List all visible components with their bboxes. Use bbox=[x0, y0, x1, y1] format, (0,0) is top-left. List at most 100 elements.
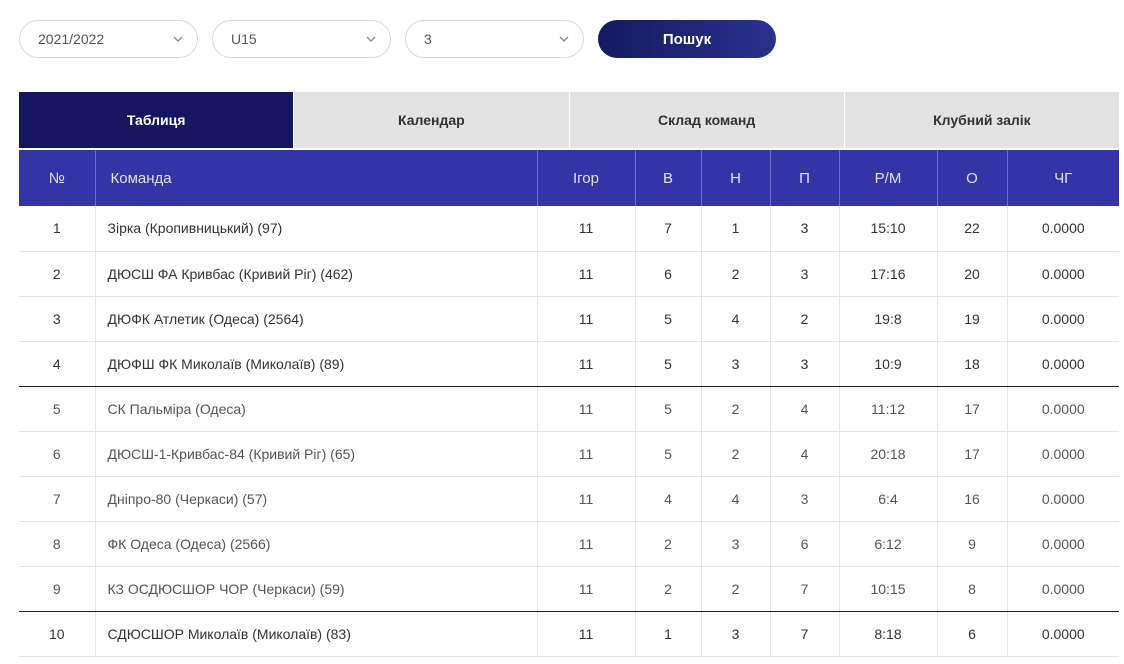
cell-losses: 3 bbox=[770, 341, 840, 387]
cell-games: 11 bbox=[537, 296, 636, 342]
col-header-games[interactable]: Ігор bbox=[537, 150, 636, 206]
table-row: 4 ДЮФШ ФК Миколаїв (Миколаїв) (89) 11 5 3 3 10… bbox=[19, 341, 1119, 387]
search-button[interactable]: Пошук bbox=[598, 20, 776, 58]
cell-team[interactable]: Дніпро-80 (Черкаси) (57) bbox=[95, 476, 538, 522]
cell-points: 16 bbox=[937, 476, 1008, 522]
cell-draws: 3 bbox=[701, 521, 771, 567]
cell-points: 19 bbox=[937, 296, 1008, 342]
table-row: 1 Зірка (Кропивницький) (97) 11 7 1 3 15:10 22 0… bbox=[19, 206, 1119, 252]
cell-wins: 1 bbox=[635, 611, 702, 657]
cell-ratio: 0.0000 bbox=[1007, 476, 1119, 522]
cell-ratio: 0.0000 bbox=[1007, 251, 1119, 297]
col-header-losses[interactable]: П bbox=[770, 150, 840, 206]
standings-table: № Команда Ігор В Н П Р/М О ЧГ 1 Зірка (Кр… bbox=[19, 150, 1119, 657]
cell-position: 4 bbox=[19, 341, 96, 387]
cell-team[interactable]: Зірка (Кропивницький) (97) bbox=[95, 206, 538, 252]
col-header-wins[interactable]: В bbox=[635, 150, 702, 206]
table-row: 9 КЗ ОСДЮСШОР ЧОР (Черкаси) (59) 11 2 2 7 10:1… bbox=[19, 566, 1119, 612]
cell-goals: 10:9 bbox=[839, 341, 938, 387]
cell-team[interactable]: ДЮСШ-1-Кривбас-84 (Кривий Ріг) (65) bbox=[95, 431, 538, 477]
cell-points: 8 bbox=[937, 566, 1008, 612]
col-header-ratio[interactable]: ЧГ bbox=[1007, 150, 1119, 206]
cell-games: 11 bbox=[537, 431, 636, 477]
season-select-value: 2021/2022 bbox=[38, 31, 105, 47]
cell-wins: 7 bbox=[635, 206, 702, 252]
cell-wins: 5 bbox=[635, 431, 702, 477]
chevron-down-icon bbox=[171, 32, 185, 46]
cell-games: 11 bbox=[537, 206, 636, 252]
cell-position: 10 bbox=[19, 611, 96, 657]
cell-goals: 11:12 bbox=[839, 386, 938, 432]
col-header-team[interactable]: Команда bbox=[95, 150, 538, 206]
tabs-bar: Таблиця Календар Склад команд Клубний за… bbox=[19, 92, 1119, 148]
cell-ratio: 0.0000 bbox=[1007, 566, 1119, 612]
cell-losses: 3 bbox=[770, 206, 840, 252]
cell-draws: 3 bbox=[701, 611, 771, 657]
cell-position: 9 bbox=[19, 566, 96, 612]
tab-table[interactable]: Таблиця bbox=[19, 92, 294, 148]
cell-ratio: 0.0000 bbox=[1007, 341, 1119, 387]
table-row: 2 ДЮСШ ФА Кривбас (Кривий Ріг) (462) 11 6 2 3… bbox=[19, 251, 1119, 297]
age-group-select-value: U15 bbox=[231, 31, 257, 47]
group-select[interactable]: 3 bbox=[405, 20, 584, 58]
table-body: 1 Зірка (Кропивницький) (97) 11 7 1 3 15:10 22 0… bbox=[19, 206, 1119, 657]
cell-team[interactable]: КЗ ОСДЮСШОР ЧОР (Черкаси) (59) bbox=[95, 566, 538, 612]
table-row: 3 ДЮФК Атлетик (Одеса) (2564) 11 5 4 2 19:8 19 0… bbox=[19, 296, 1119, 342]
cell-team[interactable]: ФК Одеса (Одеса) (2566) bbox=[95, 521, 538, 567]
col-header-goals[interactable]: Р/М bbox=[839, 150, 938, 206]
cell-position: 8 bbox=[19, 521, 96, 567]
cell-points: 9 bbox=[937, 521, 1008, 567]
cell-goals: 17:16 bbox=[839, 251, 938, 297]
tab-team-rosters[interactable]: Склад команд bbox=[568, 92, 844, 148]
cell-points: 17 bbox=[937, 431, 1008, 477]
cell-losses: 3 bbox=[770, 476, 840, 522]
cell-ratio: 0.0000 bbox=[1007, 521, 1119, 567]
season-select[interactable]: 2021/2022 bbox=[19, 20, 198, 58]
cell-losses: 4 bbox=[770, 431, 840, 477]
cell-team[interactable]: СК Пальміра (Одеса) bbox=[95, 386, 538, 432]
age-group-select[interactable]: U15 bbox=[212, 20, 391, 58]
cell-losses: 2 bbox=[770, 296, 840, 342]
cell-position: 7 bbox=[19, 476, 96, 522]
cell-position: 3 bbox=[19, 296, 96, 342]
tab-calendar[interactable]: Календар bbox=[293, 92, 569, 148]
col-header-number[interactable]: № bbox=[19, 150, 96, 206]
cell-goals: 19:8 bbox=[839, 296, 938, 342]
table-header-row: № Команда Ігор В Н П Р/М О ЧГ bbox=[19, 150, 1119, 206]
cell-goals: 15:10 bbox=[839, 206, 938, 252]
cell-position: 2 bbox=[19, 251, 96, 297]
col-header-points[interactable]: О bbox=[937, 150, 1008, 206]
cell-position: 6 bbox=[19, 431, 96, 477]
cell-ratio: 0.0000 bbox=[1007, 206, 1119, 252]
cell-team[interactable]: ДЮФК Атлетик (Одеса) (2564) bbox=[95, 296, 538, 342]
cell-games: 11 bbox=[537, 611, 636, 657]
cell-draws: 2 bbox=[701, 431, 771, 477]
cell-games: 11 bbox=[537, 341, 636, 387]
cell-wins: 5 bbox=[635, 296, 702, 342]
tab-club-standings[interactable]: Клубний залік bbox=[843, 92, 1119, 148]
cell-goals: 6:12 bbox=[839, 521, 938, 567]
cell-wins: 2 bbox=[635, 566, 702, 612]
cell-ratio: 0.0000 bbox=[1007, 386, 1119, 432]
cell-goals: 6:4 bbox=[839, 476, 938, 522]
cell-draws: 1 bbox=[701, 206, 771, 252]
group-select-value: 3 bbox=[424, 31, 432, 47]
table-row: 8 ФК Одеса (Одеса) (2566) 11 2 3 6 6:12 9 0.0000 bbox=[19, 521, 1119, 567]
cell-ratio: 0.0000 bbox=[1007, 611, 1119, 657]
cell-draws: 2 bbox=[701, 566, 771, 612]
cell-wins: 6 bbox=[635, 251, 702, 297]
cell-points: 6 bbox=[937, 611, 1008, 657]
table-row: 10 СДЮСШОР Миколаїв (Миколаїв) (83) 11 1 3 7 8… bbox=[19, 611, 1119, 657]
cell-games: 11 bbox=[537, 386, 636, 432]
table-row: 5 СК Пальміра (Одеса) 11 5 2 4 11:12 17 0.0000 bbox=[19, 386, 1119, 432]
cell-team[interactable]: СДЮСШОР Миколаїв (Миколаїв) (83) bbox=[95, 611, 538, 657]
col-header-draws[interactable]: Н bbox=[701, 150, 771, 206]
cell-goals: 20:18 bbox=[839, 431, 938, 477]
cell-games: 11 bbox=[537, 566, 636, 612]
cell-draws: 2 bbox=[701, 251, 771, 297]
cell-wins: 5 bbox=[635, 386, 702, 432]
cell-team[interactable]: ДЮСШ ФА Кривбас (Кривий Ріг) (462) bbox=[95, 251, 538, 297]
cell-ratio: 0.0000 bbox=[1007, 431, 1119, 477]
cell-team[interactable]: ДЮФШ ФК Миколаїв (Миколаїв) (89) bbox=[95, 341, 538, 387]
cell-points: 17 bbox=[937, 386, 1008, 432]
